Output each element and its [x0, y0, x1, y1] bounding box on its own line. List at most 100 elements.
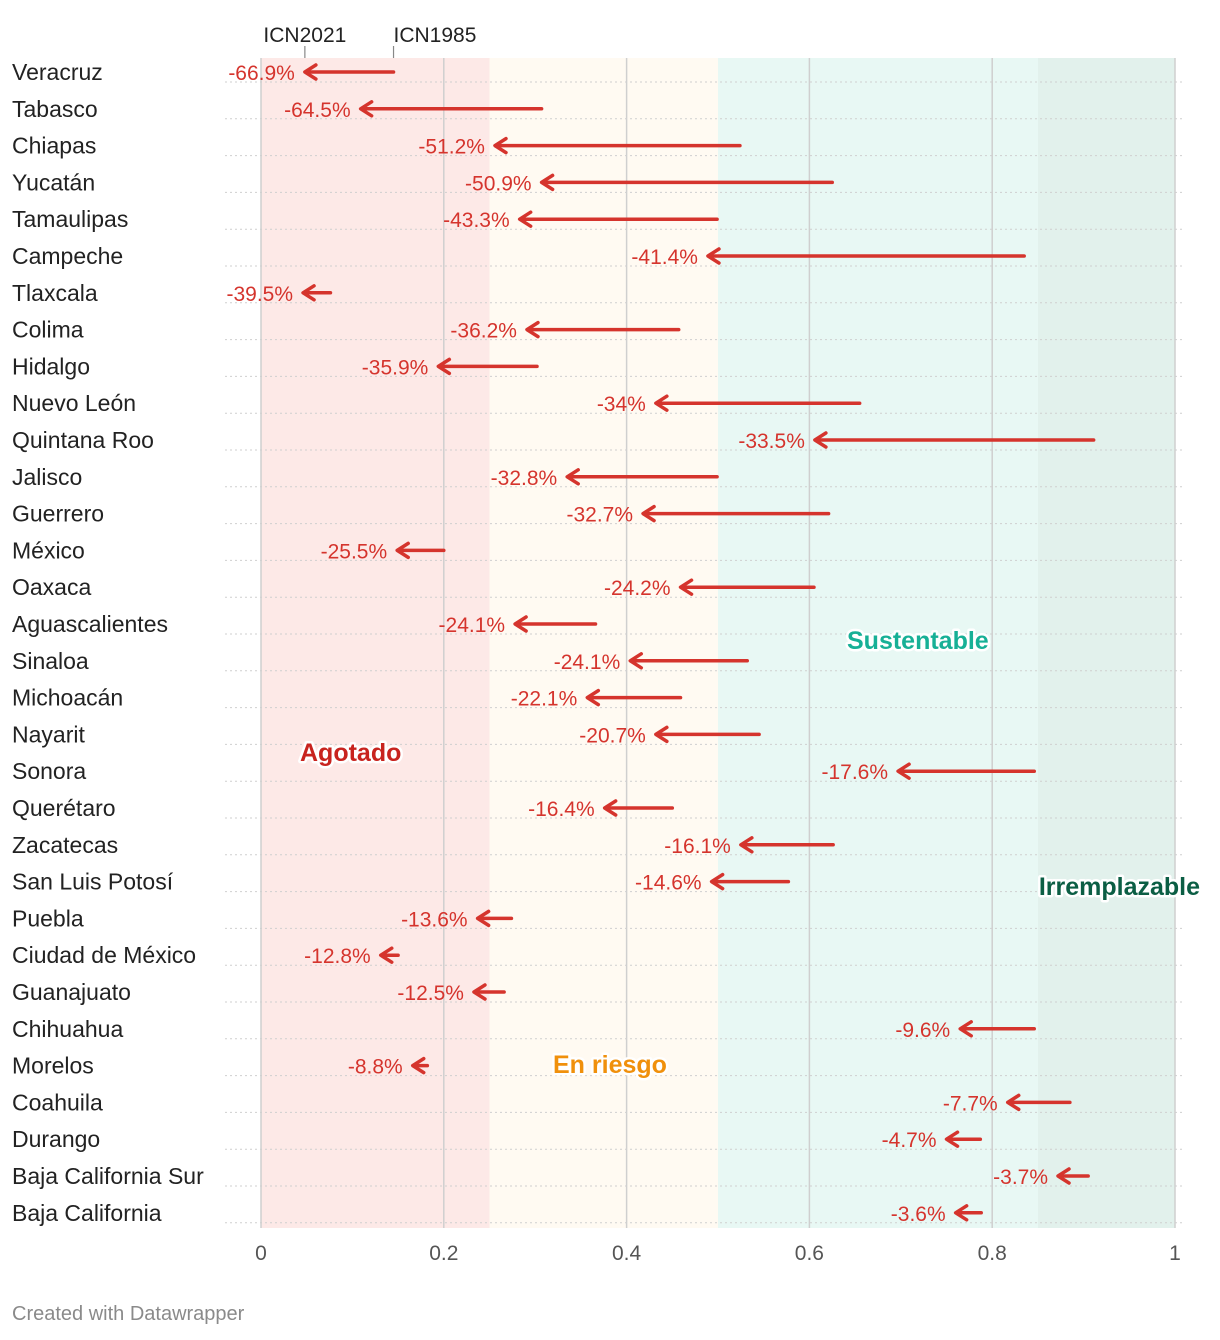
arrow-head [436, 357, 452, 376]
state-label: Sonora [12, 758, 86, 784]
arrow-head [303, 63, 318, 81]
zone-label: Agotado [300, 739, 401, 767]
state-label: Colima [12, 317, 84, 343]
state-label: Hidalgo [12, 353, 90, 379]
legend: ICN2021 ICN1985 [263, 24, 476, 58]
state-label: Guanajuato [12, 979, 131, 1005]
change-label: -36.2% [450, 320, 517, 343]
arrow-head [475, 909, 491, 928]
footer-credit: Created with Datawrapper [12, 1303, 245, 1325]
arrow-head [493, 136, 508, 155]
state-label: San Luis Potosí [12, 869, 174, 895]
change-label: -7.7% [943, 1092, 998, 1115]
zone-band [261, 58, 490, 1228]
x-tick-label: 0.4 [612, 1242, 642, 1265]
state-label: Zacatecas [12, 832, 118, 858]
change-label: -39.5% [226, 283, 293, 306]
arrow-head [472, 983, 487, 1001]
change-label: -3.6% [891, 1203, 946, 1226]
state-label: México [12, 537, 85, 563]
zone-band [718, 58, 1038, 1228]
arrow-head [706, 247, 721, 265]
legend-label-icn1985: ICN1985 [394, 24, 477, 47]
change-label: -12.8% [304, 945, 371, 968]
arrow-head [513, 615, 528, 633]
change-label: -25.5% [321, 540, 388, 563]
arrow-head [358, 100, 374, 118]
state-label: Aguascalientes [12, 611, 168, 637]
state-label: Veracruz [12, 59, 103, 85]
state-label: Querétaro [12, 795, 116, 821]
gridlines [260, 58, 1176, 1228]
arrow-head [953, 1204, 969, 1222]
x-tick-label: 1 [1169, 1242, 1181, 1265]
zone-labels: Agotado En riesgo Sustentable Irremplazable [298, 625, 1203, 1082]
zone-bands [261, 58, 1175, 1228]
change-label: -9.6% [895, 1019, 950, 1042]
arrow-head [678, 578, 694, 596]
state-label: Nuevo León [12, 390, 136, 416]
row-guides [225, 81, 1185, 1224]
state-label: Chihuahua [12, 1016, 123, 1042]
state-label: Puebla [12, 905, 84, 931]
change-label: -51.2% [418, 136, 485, 159]
state-label: Guerrero [12, 501, 104, 527]
change-label: -43.3% [443, 209, 510, 232]
change-label: -17.6% [822, 761, 889, 784]
arrow-head [378, 946, 394, 964]
change-label: -13.6% [401, 908, 468, 931]
x-tick-label: 0.6 [795, 1242, 824, 1265]
arrow-head [958, 1020, 973, 1038]
chart-canvas: ICN2021 ICN1985 Veracruz -66.9% Tabasco -64.… [12, 24, 1203, 1265]
change-label: -3.7% [993, 1166, 1048, 1189]
state-label: Tlaxcala [12, 280, 98, 306]
zone-label: Irremplazable [1039, 873, 1200, 901]
state-label: Coahuila [12, 1089, 103, 1115]
state-label: Morelos [12, 1053, 94, 1079]
state-label: Nayarit [12, 721, 85, 747]
arrow-head [517, 210, 533, 228]
state-label: Jalisco [12, 464, 82, 490]
arrow-head [628, 652, 644, 670]
arrow-head [565, 468, 580, 486]
change-label: -64.5% [284, 99, 351, 122]
state-label: Ciudad de México [12, 942, 196, 968]
change-label: -16.1% [664, 835, 731, 858]
zone-label: Sustentable [847, 627, 989, 655]
change-label: -8.8% [348, 1056, 403, 1079]
arrow-head [539, 173, 555, 192]
zone-band [489, 58, 718, 1228]
change-label: -14.6% [635, 872, 702, 895]
arrow-head [602, 799, 618, 817]
change-label: -20.7% [579, 724, 646, 747]
change-label: -24.2% [604, 577, 671, 600]
state-label: Chiapas [12, 133, 96, 159]
arrow-head [395, 541, 410, 560]
x-axis-ticks: 0 0.2 0.4 0.6 0.8 1 [255, 1242, 1181, 1265]
change-label: -34% [597, 393, 646, 416]
change-label: -12.5% [397, 982, 464, 1005]
change-label: -32.7% [567, 504, 634, 527]
state-label: Oaxaca [12, 574, 91, 600]
arrow-head [739, 836, 754, 854]
x-tick-label: 0.2 [429, 1242, 458, 1265]
change-label: -33.5% [738, 430, 805, 453]
change-label: -24.1% [439, 614, 506, 637]
change-label: -22.1% [511, 688, 578, 711]
arrow-head [585, 688, 601, 707]
change-label: -16.4% [528, 798, 595, 821]
change-label: -4.7% [882, 1129, 937, 1152]
change-label: -50.9% [465, 172, 532, 195]
arrow-head [813, 431, 828, 449]
data-rows: Veracruz -66.9% Tabasco -64.5% Chiapas -51.2%… [12, 59, 1096, 1226]
arrow-head [654, 394, 669, 412]
change-label: -41.4% [631, 246, 698, 269]
change-label: -35.9% [362, 356, 429, 379]
change-label: -66.9% [228, 62, 295, 85]
zone-label: En riesgo [553, 1051, 667, 1079]
change-label: -24.1% [554, 651, 621, 674]
arrow-head [301, 284, 316, 302]
state-label: Baja California [12, 1200, 162, 1226]
arrow-head [654, 725, 669, 744]
arrow-head [944, 1130, 960, 1148]
